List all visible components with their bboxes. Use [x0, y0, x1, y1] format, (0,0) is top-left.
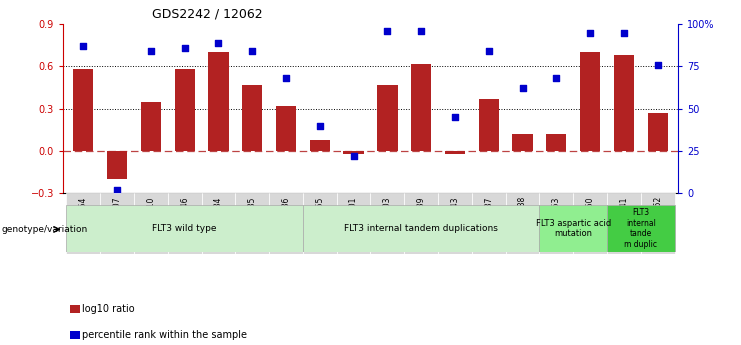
FancyBboxPatch shape	[574, 193, 607, 254]
Bar	[580, 52, 600, 151]
Point	[179, 45, 190, 51]
Point	[111, 187, 123, 193]
FancyBboxPatch shape	[303, 193, 336, 254]
Text: FLT3 wild type: FLT3 wild type	[153, 224, 217, 233]
Text: percentile rank within the sample: percentile rank within the sample	[82, 330, 247, 340]
Point	[280, 76, 292, 81]
Bar	[513, 134, 533, 151]
Point	[652, 62, 664, 68]
Bar	[445, 151, 465, 154]
Point	[246, 48, 258, 54]
Text: GSM48254: GSM48254	[79, 196, 87, 238]
FancyBboxPatch shape	[539, 205, 607, 252]
FancyBboxPatch shape	[438, 193, 472, 254]
Text: GSM48585: GSM48585	[247, 196, 256, 238]
FancyBboxPatch shape	[67, 193, 100, 254]
Text: GSM48546: GSM48546	[180, 196, 189, 238]
Bar	[377, 85, 397, 151]
Bar	[107, 151, 127, 179]
Text: genotype/variation: genotype/variation	[1, 225, 87, 234]
Text: GSM48252: GSM48252	[654, 196, 662, 237]
Text: GSM48588: GSM48588	[518, 196, 527, 237]
Point	[516, 86, 528, 91]
Text: GSM48584: GSM48584	[214, 196, 223, 238]
Text: GSM48253: GSM48253	[552, 196, 561, 238]
Point	[483, 48, 495, 54]
Text: FLT3 internal tandem duplications: FLT3 internal tandem duplications	[345, 224, 498, 233]
Point	[145, 48, 157, 54]
Text: GSM48501: GSM48501	[349, 196, 358, 238]
Point	[348, 153, 359, 159]
FancyBboxPatch shape	[405, 193, 438, 254]
Text: GSM48587: GSM48587	[485, 196, 494, 238]
Bar	[141, 102, 161, 151]
Bar	[310, 140, 330, 151]
Point	[415, 28, 427, 34]
FancyBboxPatch shape	[505, 193, 539, 254]
FancyBboxPatch shape	[134, 193, 167, 254]
FancyBboxPatch shape	[370, 193, 405, 254]
Bar	[479, 99, 499, 151]
FancyBboxPatch shape	[641, 193, 674, 254]
FancyBboxPatch shape	[236, 193, 269, 254]
Text: FLT3 aspartic acid
mutation: FLT3 aspartic acid mutation	[536, 219, 611, 238]
Text: GSM48510: GSM48510	[146, 196, 156, 238]
Text: GSM48350: GSM48350	[585, 196, 595, 238]
FancyBboxPatch shape	[202, 193, 236, 254]
Text: GSM48507: GSM48507	[113, 196, 122, 238]
Bar	[242, 85, 262, 151]
Text: FLT3
internal
tande
m duplic: FLT3 internal tande m duplic	[625, 208, 657, 249]
FancyBboxPatch shape	[303, 205, 539, 252]
FancyBboxPatch shape	[336, 193, 370, 254]
Bar	[276, 106, 296, 151]
Point	[584, 30, 596, 35]
Bar	[546, 134, 567, 151]
FancyBboxPatch shape	[607, 205, 674, 252]
Text: GSM48541: GSM48541	[619, 196, 628, 238]
Text: GSM48503: GSM48503	[383, 196, 392, 238]
Text: GDS2242 / 12062: GDS2242 / 12062	[152, 8, 262, 21]
Point	[77, 43, 89, 49]
FancyBboxPatch shape	[100, 193, 134, 254]
Point	[551, 76, 562, 81]
Bar	[174, 69, 195, 151]
Text: GSM48543: GSM48543	[451, 196, 459, 238]
Bar	[411, 63, 431, 151]
Bar	[73, 69, 93, 151]
Text: GSM48586: GSM48586	[282, 196, 290, 238]
FancyBboxPatch shape	[472, 193, 505, 254]
FancyBboxPatch shape	[269, 193, 303, 254]
Point	[382, 28, 393, 34]
FancyBboxPatch shape	[539, 193, 574, 254]
Point	[314, 123, 326, 128]
Bar	[208, 52, 228, 151]
Bar	[344, 151, 364, 154]
FancyBboxPatch shape	[167, 193, 202, 254]
Text: GSM48539: GSM48539	[416, 196, 425, 238]
Text: GSM48255: GSM48255	[316, 196, 325, 238]
Text: log10 ratio: log10 ratio	[82, 304, 135, 314]
Bar	[614, 55, 634, 151]
Point	[213, 40, 225, 46]
FancyBboxPatch shape	[607, 193, 641, 254]
FancyBboxPatch shape	[67, 205, 303, 252]
Point	[618, 30, 630, 35]
Point	[449, 114, 461, 120]
Bar	[648, 113, 668, 151]
